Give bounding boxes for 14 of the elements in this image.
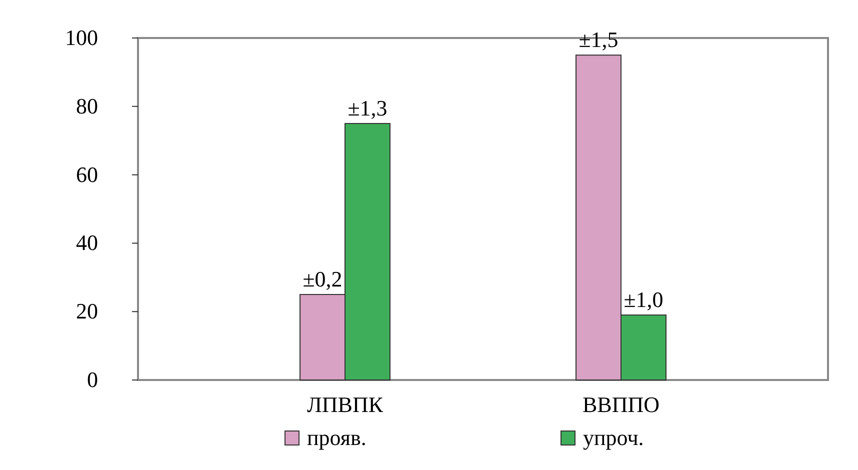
x-tick-label: ВВППО	[582, 392, 660, 417]
x-tick-label: ЛПВПК	[306, 392, 384, 417]
annotation: ±1,0	[624, 287, 664, 312]
y-tick-label: 0	[87, 367, 98, 392]
annotation: ±1,3	[348, 96, 388, 120]
y-tick-label: 40	[76, 230, 98, 256]
annotation: ±1,5	[578, 27, 618, 52]
y-tick-label: 80	[76, 93, 98, 118]
legend-label: упроч.	[583, 425, 644, 450]
legend-label: прояв.	[307, 425, 366, 450]
y-tick-label: 100	[65, 25, 98, 50]
annotation: ±0,2	[302, 266, 342, 292]
y-tick-label: 60	[76, 162, 98, 187]
y-tick-label: 20	[76, 298, 98, 324]
